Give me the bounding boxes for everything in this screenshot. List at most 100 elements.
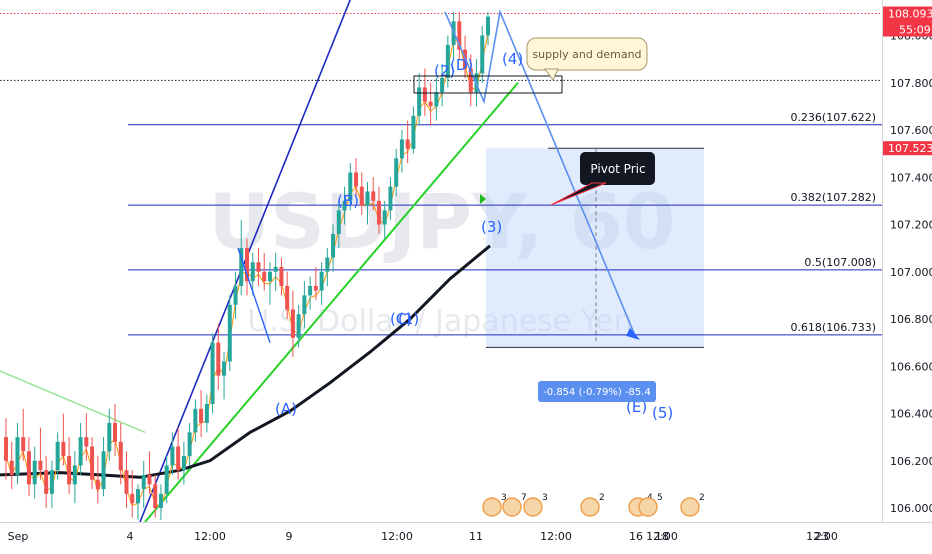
price-tick-label: 107.200 (890, 219, 932, 232)
event-flag-icon[interactable] (523, 497, 543, 517)
candle-body (354, 172, 359, 187)
candle-body (101, 451, 106, 490)
candle-body (486, 16, 490, 36)
supply-demand-pointer (544, 68, 559, 81)
fibonacci-levels: 0(108.170)0.236(107.622)0.382(107.282)0.… (0, 13, 882, 336)
candle-body (9, 460, 14, 475)
wave-label: (3) (481, 218, 502, 236)
moving-average-long (0, 244, 491, 479)
fib-label-0.236: 0.236(107.622) (790, 111, 876, 124)
candle-body (55, 441, 60, 471)
time-tick-label: 12:00 (806, 530, 838, 543)
time-tick-label: 12:00 (194, 530, 226, 543)
candle-body (67, 456, 72, 485)
price-tick-label: 106.000 (890, 502, 932, 515)
candle-body (394, 158, 399, 187)
candle-body (342, 200, 347, 211)
wave-a-leg (237, 247, 271, 343)
wave-label: (D) (450, 56, 473, 74)
support-line-green (144, 82, 519, 523)
candle-body (118, 441, 123, 471)
event-flag-icon[interactable] (580, 497, 600, 517)
candle-body (135, 489, 140, 504)
projection-arrow-head (626, 327, 640, 340)
candle-body (468, 68, 473, 93)
wave-label: (5) (652, 404, 673, 422)
price-tag (883, 6, 932, 37)
candle-body (319, 271, 324, 291)
candle-body (216, 342, 221, 376)
candle-body (147, 474, 152, 485)
candle-body (227, 304, 232, 362)
candle-body (181, 456, 186, 471)
candle-body (15, 437, 20, 475)
wave-labels: (2)(D) (4)(B)(3)(C)(1)(A) (E) (5) (275, 50, 673, 422)
candle-body (61, 441, 66, 457)
price-tags: 108.093 55:09 107.523 (883, 6, 932, 156)
candle-body (95, 479, 100, 490)
event-flag-icon[interactable] (638, 497, 658, 517)
candle-body (279, 267, 284, 286)
candle-body (38, 460, 43, 471)
event-flag-icon[interactable] (502, 497, 522, 517)
wave-label: (E) (626, 398, 647, 416)
candle-body (365, 191, 370, 206)
candle-body (78, 437, 83, 466)
candle-body (262, 271, 267, 282)
candle-body (371, 191, 376, 201)
candle-body (158, 493, 163, 508)
candle-body (193, 408, 198, 433)
time-tick-label: 9 (286, 530, 293, 543)
event-badges: 3732452 (482, 493, 705, 517)
candle-body (113, 422, 118, 442)
candle-body (21, 437, 26, 452)
supply-demand-zone (413, 75, 563, 94)
candle-body (164, 465, 169, 494)
candle-body (187, 432, 192, 457)
candle-body (296, 314, 301, 338)
candle-body (267, 271, 272, 282)
event-flag-icon[interactable] (482, 497, 502, 517)
candle-body (239, 248, 244, 286)
candle-body (376, 200, 381, 225)
candle-body (440, 78, 445, 93)
candle-body (130, 493, 135, 504)
price-tick-label: 107.800 (890, 77, 932, 90)
candle-body (90, 446, 95, 480)
forward-marker-icon (480, 194, 486, 204)
event-flag-icon[interactable] (680, 497, 700, 517)
candle-body (399, 139, 404, 159)
candle-body (4, 437, 8, 461)
fib-label-0.618: 0.618(106.733) (790, 321, 876, 334)
candle-body (141, 474, 146, 490)
supply-demand-text: supply and demand (532, 48, 641, 61)
candle-body (405, 139, 410, 149)
callouts: supply and demand Pivot Pric -0.854 (-0.79… (413, 37, 656, 402)
candle-body (256, 262, 261, 272)
candle-body (348, 172, 353, 201)
time-tick-label: 12:00 (540, 530, 572, 543)
time-tick-label: 12:00 (646, 530, 678, 543)
wave-label: (4) (502, 50, 523, 68)
candle-body (245, 248, 249, 282)
candle-body (411, 115, 416, 149)
event-count: 7 (521, 493, 527, 503)
price-tick-label: 106.600 (890, 360, 932, 373)
candle-body (204, 404, 209, 423)
time-tick-label: Sep (8, 530, 29, 543)
price-tick-label: 106.800 (890, 313, 932, 326)
fib-label-0.382: 0.382(107.282) (790, 191, 876, 204)
fib-label-0.5: 0.5(107.008) (804, 256, 876, 269)
price-tick-label: 106.200 (890, 455, 932, 468)
candle-body (457, 21, 462, 50)
measure-box (538, 381, 656, 402)
candle-body (72, 465, 77, 485)
time-tick-label: 4 (127, 530, 134, 543)
candle-body (44, 470, 49, 494)
candle-body (233, 285, 238, 305)
wave-label: (A) (275, 400, 297, 418)
